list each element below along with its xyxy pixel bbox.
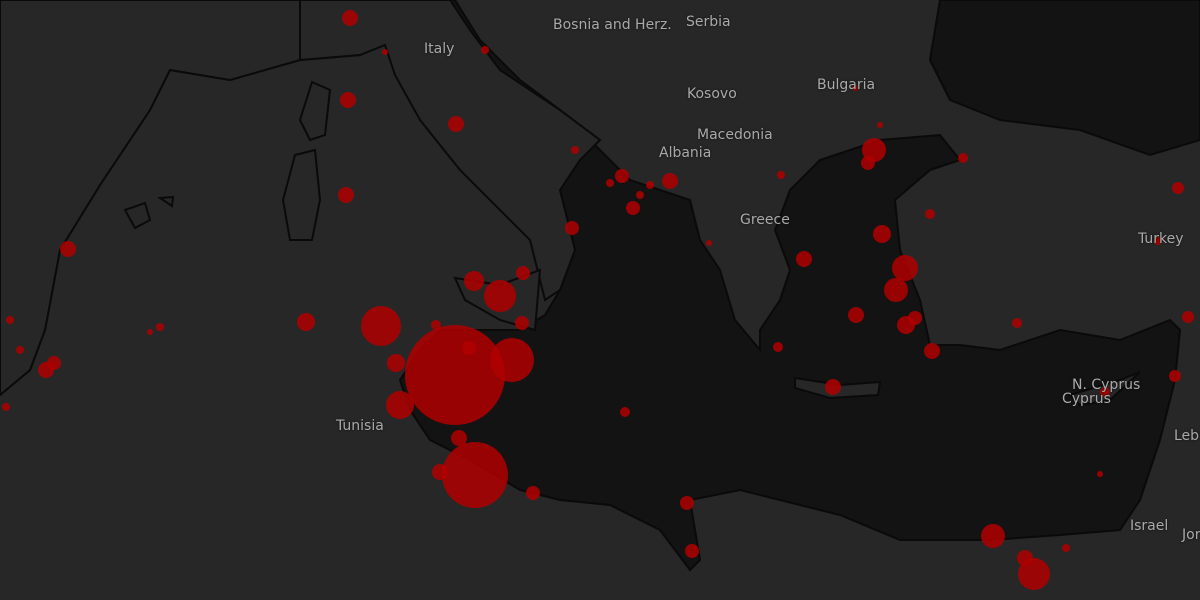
- incident-marker[interactable]: [908, 311, 922, 325]
- incident-marker[interactable]: [382, 49, 388, 55]
- incident-marker[interactable]: [1017, 550, 1033, 566]
- label-lebanon: Lebano: [1174, 428, 1200, 444]
- black-sea: [928, 0, 1200, 157]
- incident-marker[interactable]: [297, 313, 315, 331]
- incident-marker[interactable]: [462, 341, 476, 355]
- incident-marker[interactable]: [706, 240, 712, 246]
- incident-marker[interactable]: [405, 325, 505, 425]
- label-macedonia: Macedonia: [697, 127, 773, 143]
- label-turkey: Turkey: [1138, 231, 1184, 247]
- label-kosovo: Kosovo: [687, 86, 737, 102]
- incident-marker[interactable]: [873, 225, 891, 243]
- incident-marker[interactable]: [361, 306, 401, 346]
- incident-marker[interactable]: [892, 255, 918, 281]
- label-n-cyprus: N. Cyprus: [1072, 377, 1141, 393]
- incident-marker[interactable]: [884, 278, 908, 302]
- incident-marker[interactable]: [386, 391, 414, 419]
- incident-marker[interactable]: [620, 407, 630, 417]
- incident-marker[interactable]: [1182, 311, 1194, 323]
- incident-marker[interactable]: [615, 169, 629, 183]
- incident-marker[interactable]: [338, 187, 354, 203]
- incident-marker[interactable]: [958, 153, 968, 163]
- incident-marker[interactable]: [16, 346, 24, 354]
- incident-marker[interactable]: [877, 122, 883, 128]
- corsica: [298, 80, 332, 142]
- label-serbia: Serbia: [686, 14, 731, 30]
- label-greece: Greece: [740, 212, 790, 228]
- label-cyprus: Cyprus: [1062, 391, 1111, 407]
- incident-marker[interactable]: [662, 173, 678, 189]
- incident-marker[interactable]: [646, 181, 654, 189]
- incident-marker[interactable]: [432, 464, 448, 480]
- incident-marker[interactable]: [515, 316, 529, 330]
- incident-marker[interactable]: [1097, 471, 1103, 477]
- incident-marker[interactable]: [796, 251, 812, 267]
- incident-marker[interactable]: [1169, 370, 1181, 382]
- incident-marker[interactable]: [6, 316, 14, 324]
- incident-marker[interactable]: [526, 486, 540, 500]
- incident-marker[interactable]: [1172, 182, 1184, 194]
- incident-marker[interactable]: [342, 10, 358, 26]
- incident-marker[interactable]: [606, 179, 614, 187]
- incident-marker[interactable]: [565, 221, 579, 235]
- incident-marker[interactable]: [680, 496, 694, 510]
- incident-marker[interactable]: [451, 430, 467, 446]
- incident-marker[interactable]: [861, 156, 875, 170]
- incident-marker[interactable]: [490, 338, 534, 382]
- incident-marker[interactable]: [636, 191, 644, 199]
- incident-marker[interactable]: [825, 379, 841, 395]
- incident-marker[interactable]: [47, 356, 61, 370]
- incident-marker[interactable]: [777, 171, 785, 179]
- incident-marker[interactable]: [852, 85, 858, 91]
- label-bulgaria: Bulgaria: [817, 77, 876, 93]
- incident-marker[interactable]: [340, 92, 356, 108]
- incident-marker[interactable]: [442, 442, 508, 508]
- incident-marker[interactable]: [1012, 318, 1022, 328]
- label-bosnia: Bosnia and Herz.: [553, 17, 672, 33]
- label-jordan: Jor: [1182, 527, 1200, 543]
- incident-marker[interactable]: [773, 342, 783, 352]
- incident-marker[interactable]: [925, 209, 935, 219]
- incident-marker[interactable]: [156, 323, 164, 331]
- label-israel: Israel: [1130, 518, 1169, 534]
- incident-marker[interactable]: [571, 146, 579, 154]
- incident-marker[interactable]: [431, 320, 441, 330]
- incident-marker[interactable]: [147, 329, 153, 335]
- sardinia: [281, 148, 322, 241]
- incident-marker[interactable]: [516, 266, 530, 280]
- balearics: [123, 195, 175, 230]
- marker-layer: [2, 10, 1194, 590]
- incident-marker[interactable]: [481, 46, 489, 54]
- incident-marker[interactable]: [464, 271, 484, 291]
- incident-marker[interactable]: [448, 116, 464, 132]
- incident-marker[interactable]: [1018, 558, 1050, 590]
- incident-marker[interactable]: [1154, 237, 1162, 245]
- incident-marker[interactable]: [1062, 544, 1070, 552]
- spain-france-land: [0, 0, 301, 397]
- label-tunisia: Tunisia: [336, 418, 384, 434]
- label-italy: Italy: [424, 41, 455, 57]
- incident-marker[interactable]: [626, 201, 640, 215]
- incident-marker[interactable]: [60, 241, 76, 257]
- incident-marker[interactable]: [2, 403, 10, 411]
- incident-marker[interactable]: [848, 307, 864, 323]
- label-albania: Albania: [659, 145, 712, 161]
- incident-marker[interactable]: [1100, 387, 1110, 397]
- incident-marker[interactable]: [981, 524, 1005, 548]
- incident-marker[interactable]: [924, 343, 940, 359]
- incident-marker[interactable]: [484, 280, 516, 312]
- incident-marker[interactable]: [387, 354, 405, 372]
- incident-marker[interactable]: [685, 544, 699, 558]
